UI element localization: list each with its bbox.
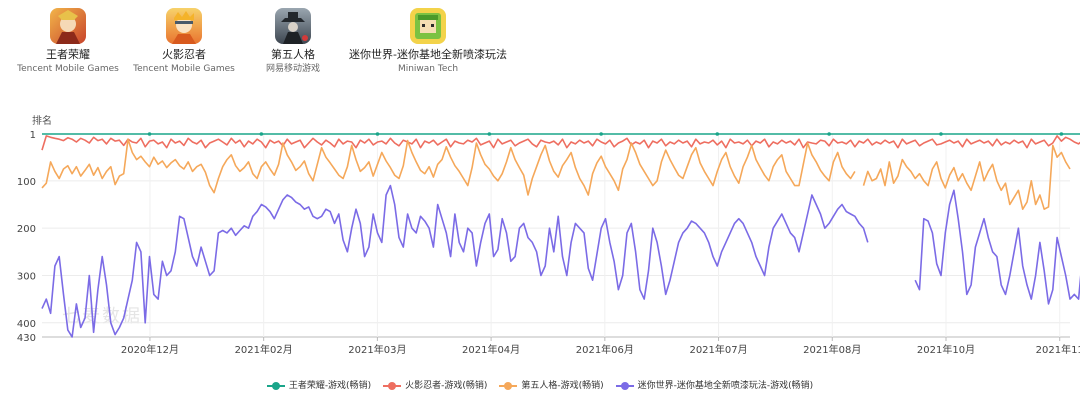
legend-swatch [383, 381, 401, 391]
x-tick-label: 2021年06月 [576, 343, 634, 356]
series-point [715, 132, 719, 136]
y-tick-label: 430 [17, 333, 36, 344]
x-tick-label: 2021年03月 [348, 343, 406, 356]
legend-label: 迷你世界-迷你基地全新喷漆玩法-游戏(畅销) [638, 381, 814, 391]
legend-label: 火影忍者-游戏(畅销) [405, 381, 487, 391]
x-tick-label: 2021年07月 [689, 343, 747, 356]
series-point [827, 132, 831, 136]
legend-item[interactable]: 迷你世界-迷你基地全新喷漆玩法-游戏(畅销) [616, 378, 814, 391]
x-tick-label: 2021年10月 [917, 343, 975, 356]
legend-label: 王者荣耀-游戏(畅销) [289, 381, 371, 391]
series-point [1060, 132, 1064, 136]
y-tick-label: 1 [30, 130, 36, 141]
legend-swatch [499, 381, 517, 391]
series-lines [42, 134, 1080, 337]
x-tick-label: 2021年08月 [803, 343, 861, 356]
rank-line-chart: 1 100 200 300 400 430 2020年12月 2021年02月 2021年03… [0, 0, 1080, 380]
x-tick-label: 2021年04月 [462, 343, 520, 356]
series-point [260, 132, 264, 136]
legend-item[interactable]: 火影忍者-游戏(畅销) [383, 378, 487, 391]
legend-swatch [267, 381, 285, 391]
x-tick-label: 2021年11 [1036, 343, 1080, 356]
y-tick-label: 100 [17, 177, 36, 188]
series-line-3 [42, 186, 1080, 337]
legend-item[interactable]: 第五人格-游戏(畅销) [499, 378, 603, 391]
legend-label: 第五人格-游戏(畅销) [521, 381, 603, 391]
legend-item[interactable]: 王者荣耀-游戏(畅销) [267, 378, 371, 391]
x-tick-label: 2020年12月 [121, 343, 179, 356]
y-axis-ticks: 1 100 200 300 400 430 [17, 130, 36, 344]
chart-legend: 王者荣耀-游戏(畅销) 火影忍者-游戏(畅销) 第五人格-游戏(畅销) 迷你世界-迷你… [0, 378, 1080, 391]
series-point [488, 132, 492, 136]
series-line-1 [42, 136, 1080, 150]
series-point [939, 132, 943, 136]
y-tick-label: 300 [17, 271, 36, 282]
x-tick-label: 2021年02月 [235, 343, 293, 356]
y-tick-label: 200 [17, 224, 36, 235]
legend-swatch [616, 381, 634, 391]
series-point [376, 132, 380, 136]
y-tick-label: 400 [17, 319, 36, 330]
x-axis-ticks: 2020年12月 2021年02月 2021年03月 2021年04月 2021年06月… [121, 337, 1080, 356]
series-line-2 [42, 139, 1070, 209]
series-point [148, 132, 152, 136]
series-point [599, 132, 603, 136]
